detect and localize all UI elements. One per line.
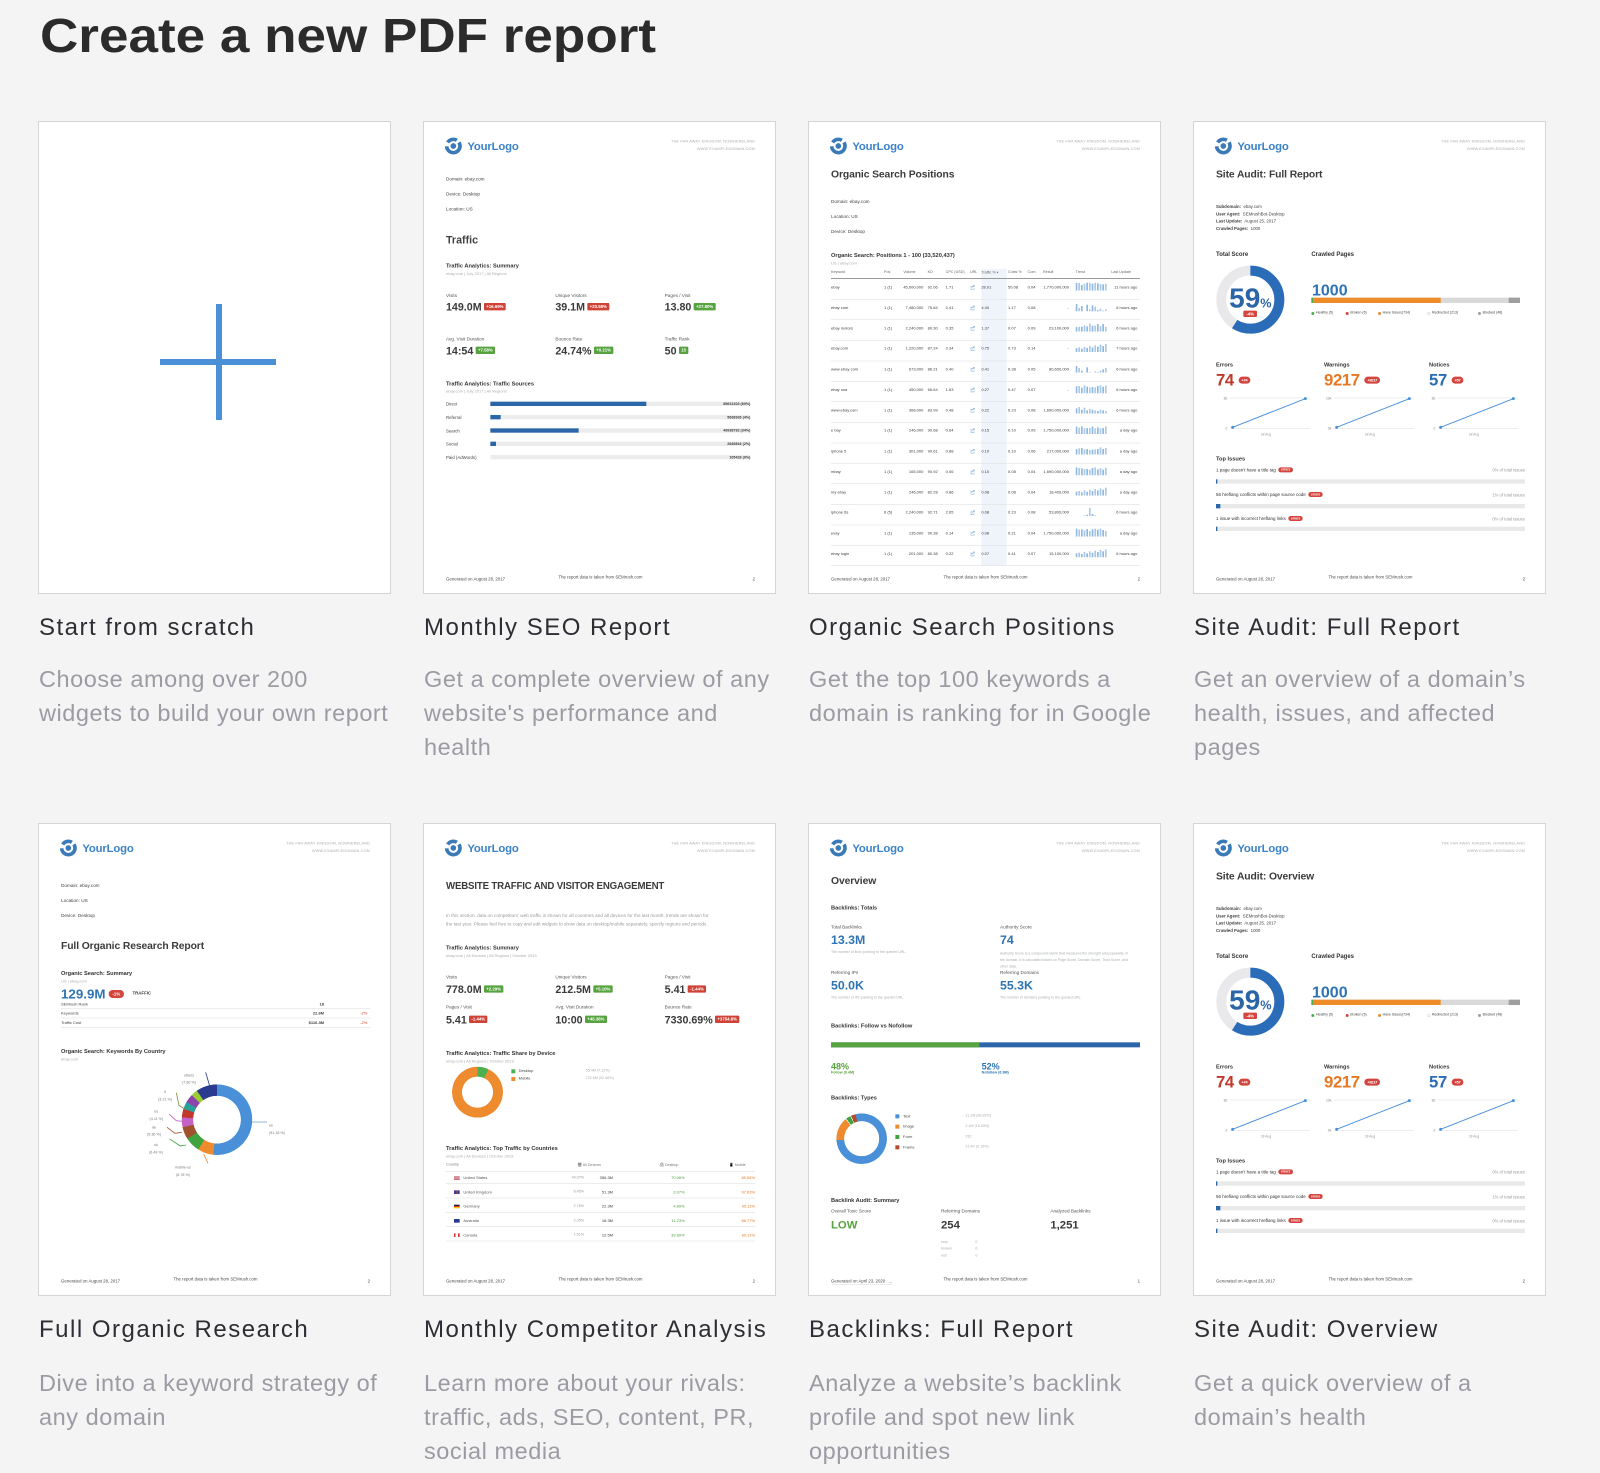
svg-text:28 Aug: 28 Aug [1365,432,1376,436]
svg-text:80: 80 [1432,396,1436,400]
svg-text:28 Aug: 28 Aug [1469,432,1480,436]
svg-text:0: 0 [1433,427,1435,431]
svg-text:28 Aug: 28 Aug [1469,1134,1480,1138]
svg-text:80: 80 [1432,1098,1436,1102]
svg-text:28 Aug: 28 Aug [1261,432,1272,436]
svg-text:0: 0 [1225,427,1227,431]
svg-text:0: 0 [1225,1129,1227,1133]
svg-text:0k: 0k [1328,427,1332,431]
svg-text:80: 80 [1224,1098,1228,1102]
svg-text:10k: 10k [1326,396,1332,400]
svg-text:0k: 0k [1328,1129,1332,1133]
svg-text:28 Aug: 28 Aug [1261,1134,1272,1138]
svg-text:10k: 10k [1326,1098,1332,1102]
svg-text:80: 80 [1224,396,1228,400]
svg-text:28 Aug: 28 Aug [1365,1134,1376,1138]
svg-text:0: 0 [1433,1129,1435,1133]
